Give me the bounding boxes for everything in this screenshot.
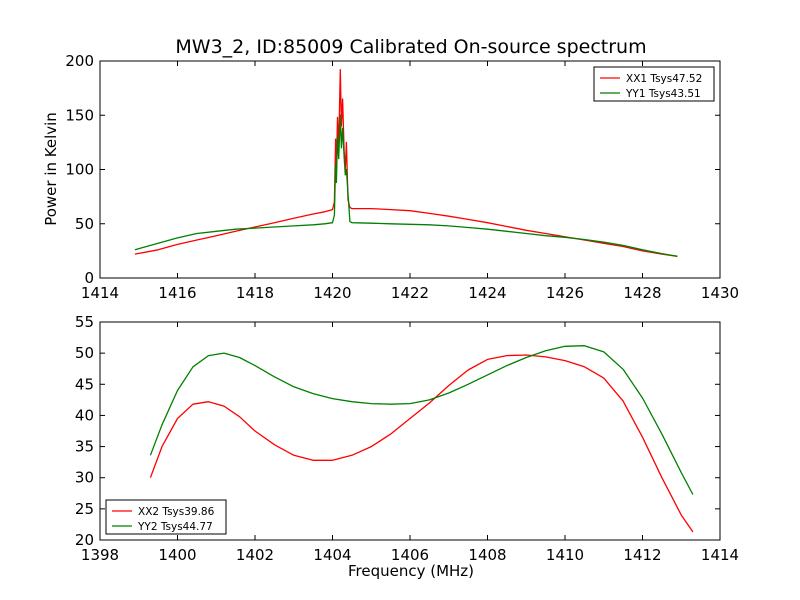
y-tick-label: 35 (75, 438, 94, 456)
y-tick-label: 20 (75, 531, 94, 549)
chart-title: MW3_2, ID:85009 Calibrated On-source spe… (175, 36, 646, 58)
series-line-2 (149, 345, 694, 495)
x-axis-label-bottom: Frequency (MHz) (348, 562, 474, 580)
legend-box (593, 66, 715, 102)
x-tick-label: 1420 (313, 284, 351, 302)
legend-box (105, 499, 227, 535)
top-plot: 1414 1416 1418 1420 1422 1424 1426 1428 1430 0 50 1… (65, 52, 739, 302)
x-tick-label: 1424 (468, 284, 506, 302)
x-tick-label: 1430 (701, 284, 739, 302)
legend-label-1: XX2 Tsys39.86 (138, 506, 215, 518)
legend: XX2 Tsys39.86 YY2 Tsys44.77 (105, 499, 227, 535)
series-line-2 (134, 114, 678, 257)
x-tick-label: 1414 (81, 284, 119, 302)
y-tick-label: 45 (75, 375, 94, 393)
x-tick-label: 1400 (158, 546, 196, 564)
series-line-1 (149, 354, 694, 533)
legend-label-1: XX1 Tsys47.52 (626, 73, 702, 85)
x-tick-label: 1410 (546, 546, 584, 564)
y-tick-label: 55 (75, 313, 94, 331)
x-tick-label: 1414 (701, 546, 739, 564)
legend: XX1 Tsys47.52 YY1 Tsys43.51 (593, 66, 715, 102)
y-tick-label: 50 (75, 215, 94, 233)
x-tick-label: 1408 (468, 546, 506, 564)
x-tick-label: 1402 (236, 546, 274, 564)
x-tick-label: 1418 (236, 284, 274, 302)
y-axis-label-top: Power in Kelvin (42, 112, 60, 226)
x-tick-label: 1398 (81, 546, 119, 564)
y-tick-label: 200 (65, 52, 94, 70)
x-tick-label: 1416 (158, 284, 196, 302)
y-tick-label: 40 (75, 406, 94, 424)
y-tick-label: 0 (84, 269, 94, 287)
legend-label-2: YY2 Tsys44.77 (137, 521, 213, 533)
y-tick-label: 150 (65, 106, 94, 124)
x-tick-label: 1406 (391, 546, 429, 564)
x-tick-label: 1412 (623, 546, 661, 564)
y-tick-label: 100 (65, 161, 94, 179)
bottom-plot: 1398 1400 1402 1404 1406 1408 1410 1412 1414 20 25… (75, 313, 739, 564)
y-tick-label: 50 (75, 344, 94, 362)
legend-label-2: YY1 Tsys43.51 (625, 88, 701, 100)
x-tick-label: 1426 (546, 284, 584, 302)
y-tick-label: 25 (75, 500, 94, 518)
x-tick-label: 1428 (623, 284, 661, 302)
x-tick-label: 1404 (313, 546, 351, 564)
x-tick-label: 1422 (391, 284, 429, 302)
y-tick-label: 30 (75, 469, 94, 487)
